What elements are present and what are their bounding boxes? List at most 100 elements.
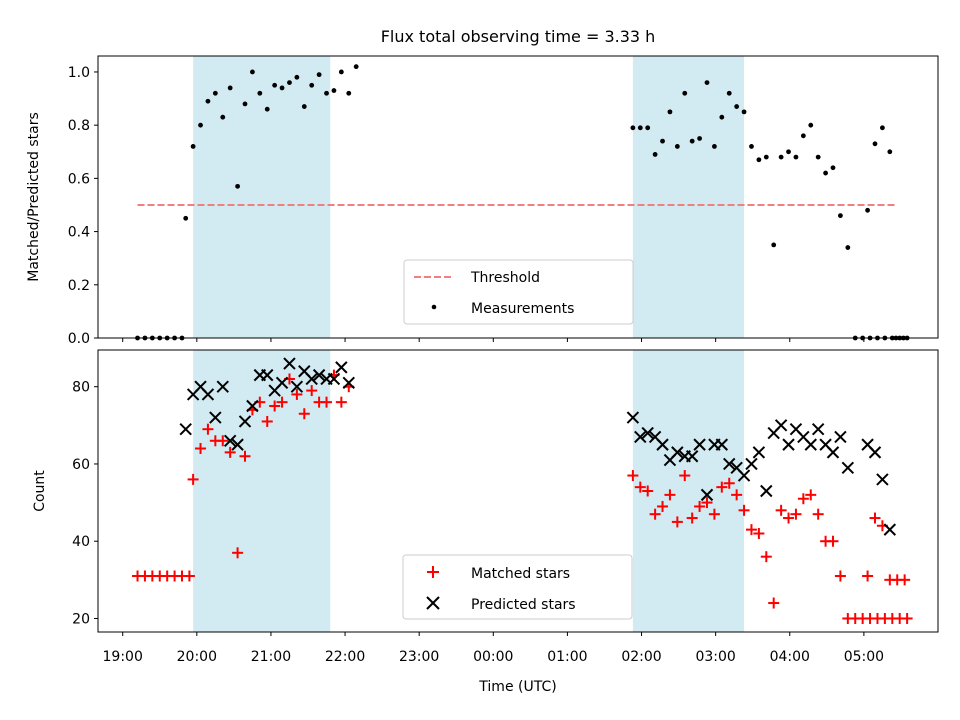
measurement-point <box>212 90 218 96</box>
x-tick-label: 05:00 <box>844 649 884 665</box>
measurement-point <box>287 80 292 86</box>
measurement-point <box>749 144 754 149</box>
measurement-point <box>316 72 322 78</box>
matched-star-point <box>649 508 661 520</box>
matched-stars-points <box>132 369 913 624</box>
measurement-point <box>183 215 189 221</box>
measurement-point <box>242 101 248 107</box>
matched-star-point <box>701 497 713 509</box>
x-tick-label: 23:00 <box>399 649 439 665</box>
measurement-point <box>741 109 747 115</box>
observing-span-band <box>193 350 331 632</box>
matched-star-point <box>783 512 795 524</box>
matched-star-point <box>276 396 288 408</box>
bottom-axes-frame <box>97 349 939 633</box>
top-shaded-bands <box>193 56 745 338</box>
matched-star-point <box>679 470 691 482</box>
predicted-star-point <box>327 372 341 386</box>
legend-matched-label: Matched stars <box>471 566 570 582</box>
bottom-y-ticks: 20 40 60 80 <box>72 380 98 627</box>
predicted-star-point <box>342 376 355 390</box>
measurement-point <box>887 149 893 155</box>
bottom-shaded-bands <box>193 350 745 632</box>
predicted-star-point <box>223 434 237 447</box>
matched-star-point <box>738 504 750 516</box>
x-tick-label: 04:00 <box>770 649 810 665</box>
measurement-point <box>800 133 806 139</box>
measurement-point <box>309 82 315 88</box>
predicted-star-point <box>693 438 706 451</box>
predicted-star-point <box>745 457 758 471</box>
predicted-star-point <box>238 415 252 428</box>
bottom-panel: 20 40 60 80 19:00 20:00 21:00 22:00 23:00 00:00 0… <box>32 349 939 695</box>
top-x-ticks <box>122 338 865 342</box>
bottom-legend-frame <box>402 554 633 620</box>
matched-star-point <box>291 388 303 400</box>
measurement-point <box>645 125 651 131</box>
matched-star-point <box>862 570 874 582</box>
predicted-star-point <box>723 457 736 471</box>
legend-threshold-label: Threshold <box>470 270 540 286</box>
measurement-point <box>190 144 196 149</box>
measurement-point <box>778 154 784 160</box>
measurement-point <box>667 109 673 115</box>
y-tick-label: 0.4 <box>68 225 90 241</box>
predicted-star-point <box>641 426 654 440</box>
measurement-point <box>630 125 636 131</box>
chart-title: Flux total observing time = 3.33 h <box>381 27 656 46</box>
y-tick-label: 0.0 <box>68 331 90 347</box>
matched-star-point <box>812 508 824 520</box>
matched-star-point <box>269 400 281 412</box>
measurement-point <box>845 245 851 250</box>
measurement-point <box>301 104 307 109</box>
measurement-point <box>250 69 255 75</box>
x-tick-label: 21:00 <box>251 649 291 665</box>
matched-star-point <box>642 485 654 497</box>
measurement-point <box>353 64 359 70</box>
matched-star-point <box>790 508 802 520</box>
matched-star-point <box>224 446 236 458</box>
matched-star-point <box>745 524 757 536</box>
y-tick-label: 40 <box>72 534 90 550</box>
measurement-point <box>712 144 717 149</box>
predicted-star-point <box>804 438 817 451</box>
predicted-star-point <box>737 469 751 482</box>
matched-star-point <box>869 512 881 524</box>
measurement-point <box>838 213 843 219</box>
measurement-point <box>704 80 710 86</box>
predicted-star-point <box>179 422 192 436</box>
predicted-star-point <box>774 419 788 432</box>
x-tick-label: 03:00 <box>695 649 735 665</box>
measurement-point <box>235 183 240 189</box>
x-tick-label: 00:00 <box>473 649 513 665</box>
y-tick-label: 60 <box>72 457 90 473</box>
matched-star-point <box>664 489 676 501</box>
measurement-point <box>823 170 828 176</box>
top-legend: Threshold Measurements <box>403 259 634 325</box>
measurement-point <box>674 144 680 149</box>
matched-star-point <box>805 489 817 501</box>
predicted-star-point <box>700 488 714 502</box>
predicted-star-point <box>883 523 897 536</box>
predicted-star-point <box>715 438 729 451</box>
matched-star-point <box>202 423 214 435</box>
measurement-point <box>272 82 278 88</box>
measurement-point <box>763 154 769 160</box>
matched-star-point <box>797 493 809 505</box>
observing-span-band <box>193 56 331 338</box>
predicted-star-point <box>782 438 795 451</box>
measurement-point <box>220 114 226 120</box>
measurement-point <box>324 90 329 96</box>
observing-span-band <box>632 56 745 338</box>
measurement-point <box>872 141 878 147</box>
predicted-star-point <box>826 446 840 459</box>
matched-star-point <box>901 612 913 624</box>
measurement-point <box>682 90 688 96</box>
predicted-star-point <box>275 376 289 390</box>
predicted-star-point <box>335 361 348 374</box>
x-tick-label: 01:00 <box>547 649 587 665</box>
matched-star-point <box>686 512 698 524</box>
matched-star-point <box>335 396 347 408</box>
x-tick-label: 22:00 <box>325 649 365 665</box>
y-tick-label: 1.0 <box>68 65 90 81</box>
